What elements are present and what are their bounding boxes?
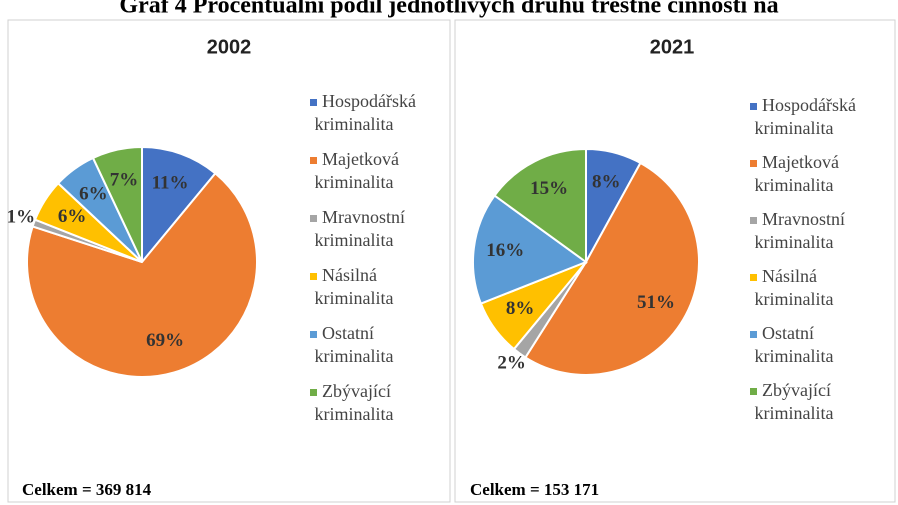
legend-swatch <box>750 331 757 338</box>
data-label: 11% <box>152 172 189 193</box>
data-label: 7% <box>110 170 139 191</box>
data-label: 8% <box>506 298 535 319</box>
legend-swatch <box>310 215 317 222</box>
panel <box>454 19 896 503</box>
pie-slice <box>26 171 258 378</box>
legend-swatch <box>750 217 757 224</box>
legend-swatch <box>750 274 757 281</box>
data-label: 16% <box>486 240 524 261</box>
pie-slice <box>493 147 587 264</box>
data-label: 51% <box>637 292 675 313</box>
legend-swatch <box>750 160 757 167</box>
data-label: 1% <box>7 207 36 228</box>
legend-label: Majetková kriminalita <box>750 152 839 195</box>
legend-swatch <box>750 388 757 395</box>
chart-title: 2021 <box>650 36 695 58</box>
pie-slice <box>472 194 589 305</box>
legend-label: Násilná kriminalita <box>750 266 833 309</box>
legend-swatch <box>310 389 317 396</box>
legend-label: Hospodářská kriminalita <box>310 91 416 134</box>
chart-title: 2002 <box>207 36 252 58</box>
legend-label: Zbývající kriminalita <box>750 380 833 423</box>
legend-label: Zbývající kriminalita <box>310 381 393 424</box>
legend-swatch <box>310 157 317 164</box>
legend-label: Mravnostní kriminalita <box>310 207 405 250</box>
pie-slice <box>91 145 143 263</box>
data-label: 15% <box>530 178 568 199</box>
annotation: Celkem = 153 171 <box>470 480 599 499</box>
data-label: 2% <box>497 353 526 374</box>
legend-label: Násilná kriminalita <box>310 265 393 308</box>
legend-label: Ostatní kriminalita <box>750 323 833 366</box>
legend-label: Mravnostní kriminalita <box>750 209 845 252</box>
data-label: 69% <box>146 330 184 351</box>
data-label: 8% <box>592 172 621 193</box>
legend-label: Ostatní kriminalita <box>310 323 393 366</box>
legend-label: Hospodářská kriminalita <box>750 95 856 138</box>
pie-slice <box>141 145 217 265</box>
legend-swatch <box>750 103 757 110</box>
legend-swatch <box>310 273 317 280</box>
data-label: 6% <box>58 206 87 227</box>
legend-label: Majetková kriminalita <box>310 149 399 192</box>
legend-swatch <box>310 331 317 338</box>
page-title: Graf 4 Procentuální podíl jednotlivých d… <box>119 0 778 19</box>
pie-slice <box>524 161 700 376</box>
panel <box>7 19 451 503</box>
legend-swatch <box>310 99 317 106</box>
data-label: 6% <box>79 183 108 204</box>
annotation: Celkem = 369 814 <box>22 480 152 499</box>
